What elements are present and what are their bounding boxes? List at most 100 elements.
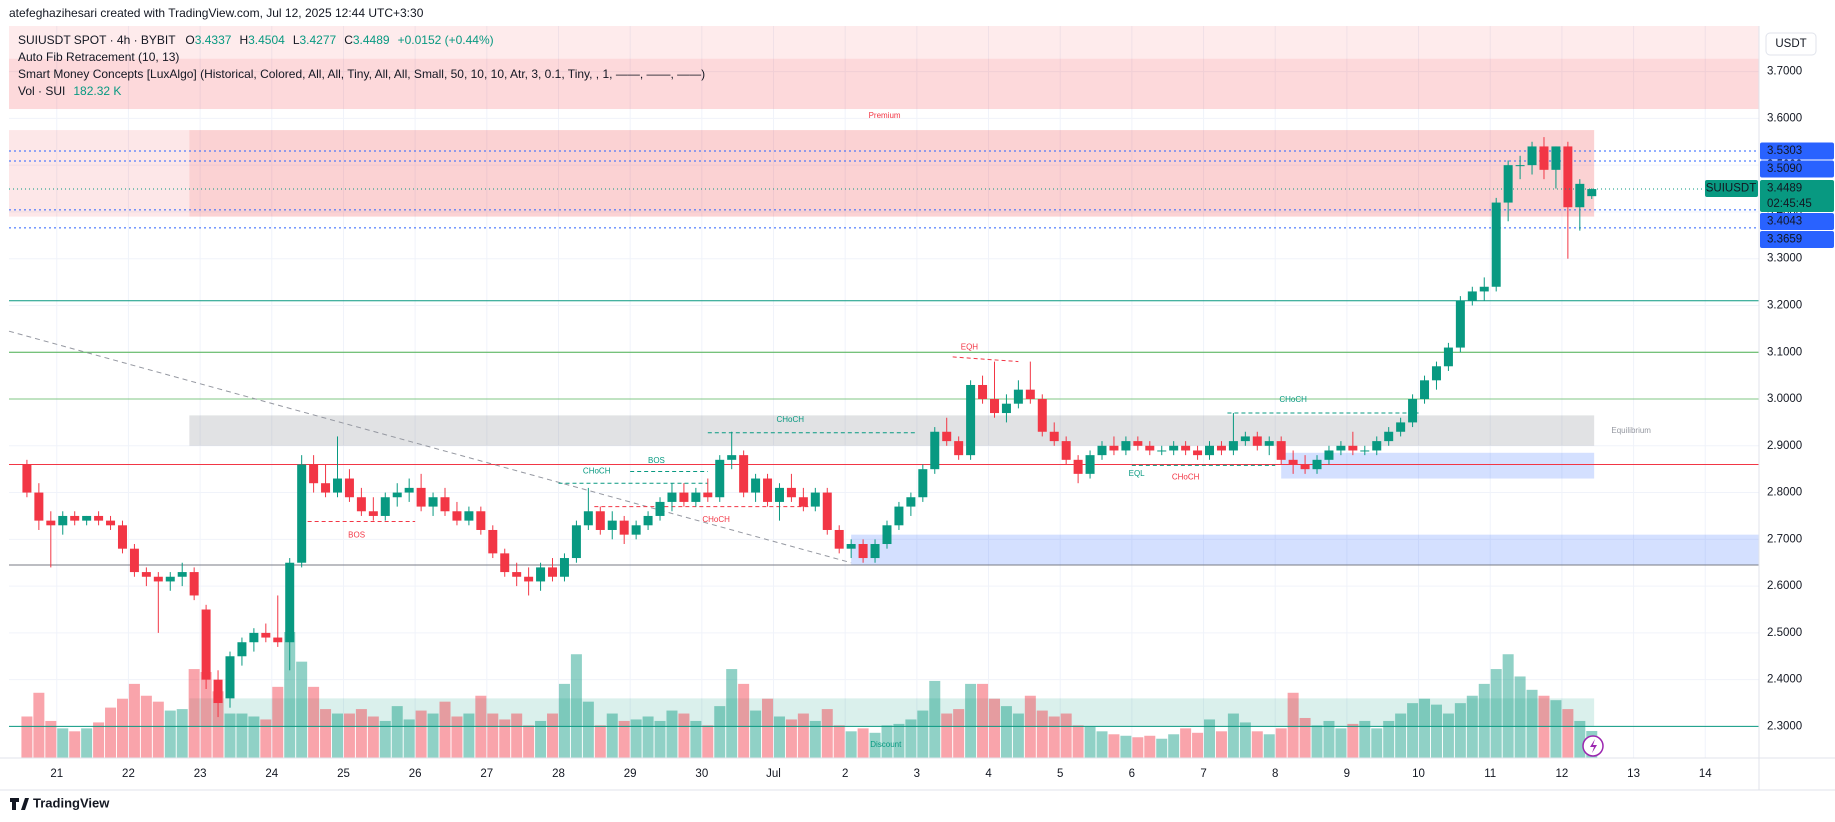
volume-bar [176,709,188,758]
x-tick-label: 6 [1129,768,1135,780]
alert-bolt [1590,739,1597,753]
candle-body [978,384,988,400]
candle-body [58,515,68,526]
volume-bar [642,716,654,758]
candle-body [739,455,749,493]
volume-bar [93,722,105,758]
x-tick-label: 22 [122,768,135,780]
volume-bar [1192,732,1204,758]
volume-bar [965,683,977,758]
candle-body [930,431,940,470]
volume-bar [869,732,881,758]
volume-bar [809,720,821,758]
volume-bar [1490,669,1502,758]
volume-bar [1395,713,1407,758]
credit: atefeghazihesari created with TradingVie… [9,6,424,20]
volume-bar [953,709,965,758]
y-tick-label: 2.4000 [1767,674,1802,686]
x-tick-label: 13 [1627,768,1640,780]
volume-bar [1442,713,1454,758]
volume-bar [738,683,750,758]
volume-bar [594,725,606,758]
y-tick-label: 2.6000 [1767,580,1802,592]
volume-bar [81,728,93,758]
candle-body [1443,347,1453,367]
volume-bar [1311,725,1323,758]
candle-body [631,525,641,535]
candle-body [1264,441,1274,446]
candle-body [94,515,104,521]
candle-body [619,520,629,535]
candle-body [201,609,211,680]
y-tick-label: 3.1000 [1767,346,1802,358]
candle-body [440,497,450,512]
candle-body [655,501,665,516]
price-line-box [1760,142,1834,160]
x-tick-label: 14 [1699,768,1712,780]
zone [851,534,1759,566]
candle-body [1085,455,1095,474]
volume-bar [785,719,797,758]
volume-bar [188,669,200,758]
candle-body [392,492,402,498]
volume-bar [152,701,164,758]
candle-body [870,544,880,559]
candle-body [129,548,139,573]
annotation: Premium [869,111,901,120]
candle-body [237,642,247,657]
volume-bar [308,686,320,758]
structure-line [952,356,1019,363]
current-price: 3.4489 [1767,183,1802,195]
x-tick-label: 24 [265,768,278,780]
candle-body [1431,366,1441,381]
volume-bar [1072,725,1084,758]
x-tick-label: 12 [1556,768,1569,780]
currency-box[interactable] [1765,32,1817,56]
volume-bar [236,713,248,758]
candle-body [1121,441,1131,451]
volume-bar [200,672,212,758]
volume-bar [1204,719,1216,758]
volume-bar [1335,728,1347,758]
x-tick-label: 7 [1200,768,1206,780]
candle-body [1013,389,1023,404]
c-value: 3.4489 [353,33,390,47]
candle-body [452,511,462,521]
current-price-box [1760,180,1834,213]
candle-body [213,679,223,704]
volume-bar [523,725,535,758]
candle-body [368,511,378,516]
h-value: 3.4504 [248,33,285,47]
volume-bar [977,683,989,758]
candle-body [297,464,307,563]
candle-body [416,487,426,507]
volume-bar [248,716,260,758]
x-tick-label: 9 [1344,768,1350,780]
price-line-label: 3.5090 [1767,163,1802,175]
candle-body [165,576,175,582]
l-value: 3.4277 [300,33,337,47]
candle-body [1563,146,1573,208]
candle-body [177,572,187,577]
legend-main: SUIUSDT SPOT · 4h · BYBIT O3.4337 H3.4504 L… [18,33,494,47]
volume-bar [1180,728,1192,758]
volume-bar [260,719,272,758]
candle-body [321,483,331,493]
volume-bar [1550,700,1562,758]
volume-bar [128,683,140,758]
candle-body [715,459,725,498]
y-tick-label: 2.9000 [1767,440,1802,452]
candle-body [774,487,784,502]
x-tick-label: 5 [1057,768,1063,780]
volume-bar [1096,731,1108,758]
annotation: CHoCH [776,415,804,424]
volume-bar [857,728,869,758]
volume-bar [1036,710,1048,758]
candle-body [1491,202,1501,287]
candle-body [225,656,235,699]
candle-body [1276,441,1286,460]
candle-body [798,497,808,507]
x-tick-label: 27 [480,768,493,780]
volume-bar [547,713,559,758]
